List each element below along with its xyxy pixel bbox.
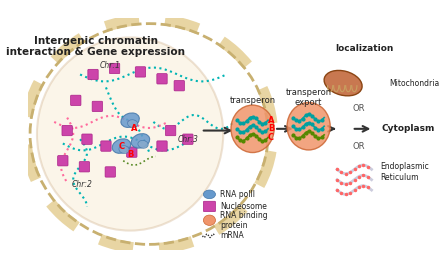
FancyBboxPatch shape [79,162,90,172]
Text: OR: OR [352,142,365,151]
Ellipse shape [112,139,131,153]
Text: mRNA: mRNA [220,231,243,240]
Text: Chr:3: Chr:3 [177,135,198,144]
Text: OR: OR [352,105,365,113]
Ellipse shape [37,38,223,230]
Text: RNA polII: RNA polII [220,190,255,199]
Text: C: C [118,142,125,151]
Ellipse shape [203,190,216,199]
Text: Intergenic chromatin
interaction & Gene expression: Intergenic chromatin interaction & Gene … [6,36,185,57]
FancyBboxPatch shape [88,69,98,80]
FancyBboxPatch shape [135,67,146,77]
Text: transperon
export: transperon export [286,88,332,107]
Ellipse shape [119,146,129,154]
Ellipse shape [324,70,362,96]
Ellipse shape [128,120,138,128]
Text: B: B [127,150,133,159]
Ellipse shape [231,105,274,152]
FancyBboxPatch shape [127,147,137,157]
FancyBboxPatch shape [62,125,72,136]
Text: Nucleosome: Nucleosome [220,202,267,211]
FancyBboxPatch shape [70,95,81,106]
Text: B: B [268,124,275,133]
FancyBboxPatch shape [183,134,193,144]
Text: RNA binding
protein: RNA binding protein [220,211,268,230]
Text: Cytoplasm: Cytoplasm [382,124,435,133]
FancyBboxPatch shape [157,141,167,151]
Text: Mitochondria: Mitochondria [389,79,439,88]
FancyBboxPatch shape [110,63,120,74]
FancyBboxPatch shape [101,141,111,151]
Text: localization: localization [335,44,394,53]
Text: Endoplasmic
Reticulum: Endoplasmic Reticulum [380,162,429,182]
FancyBboxPatch shape [58,155,68,166]
FancyBboxPatch shape [92,101,103,111]
Text: C: C [268,133,274,142]
Text: Chr:2: Chr:2 [71,180,92,188]
Ellipse shape [287,103,330,150]
FancyBboxPatch shape [203,201,216,212]
FancyBboxPatch shape [157,74,167,84]
Ellipse shape [131,134,150,148]
Ellipse shape [203,215,216,225]
Text: A: A [268,116,275,125]
FancyBboxPatch shape [105,167,115,177]
Text: A: A [131,124,138,133]
Ellipse shape [121,113,139,128]
Ellipse shape [138,140,148,148]
FancyBboxPatch shape [165,125,176,136]
Text: transperon: transperon [230,96,275,105]
FancyBboxPatch shape [174,80,184,91]
Text: Chr:1: Chr:1 [100,61,121,70]
FancyBboxPatch shape [82,134,92,144]
